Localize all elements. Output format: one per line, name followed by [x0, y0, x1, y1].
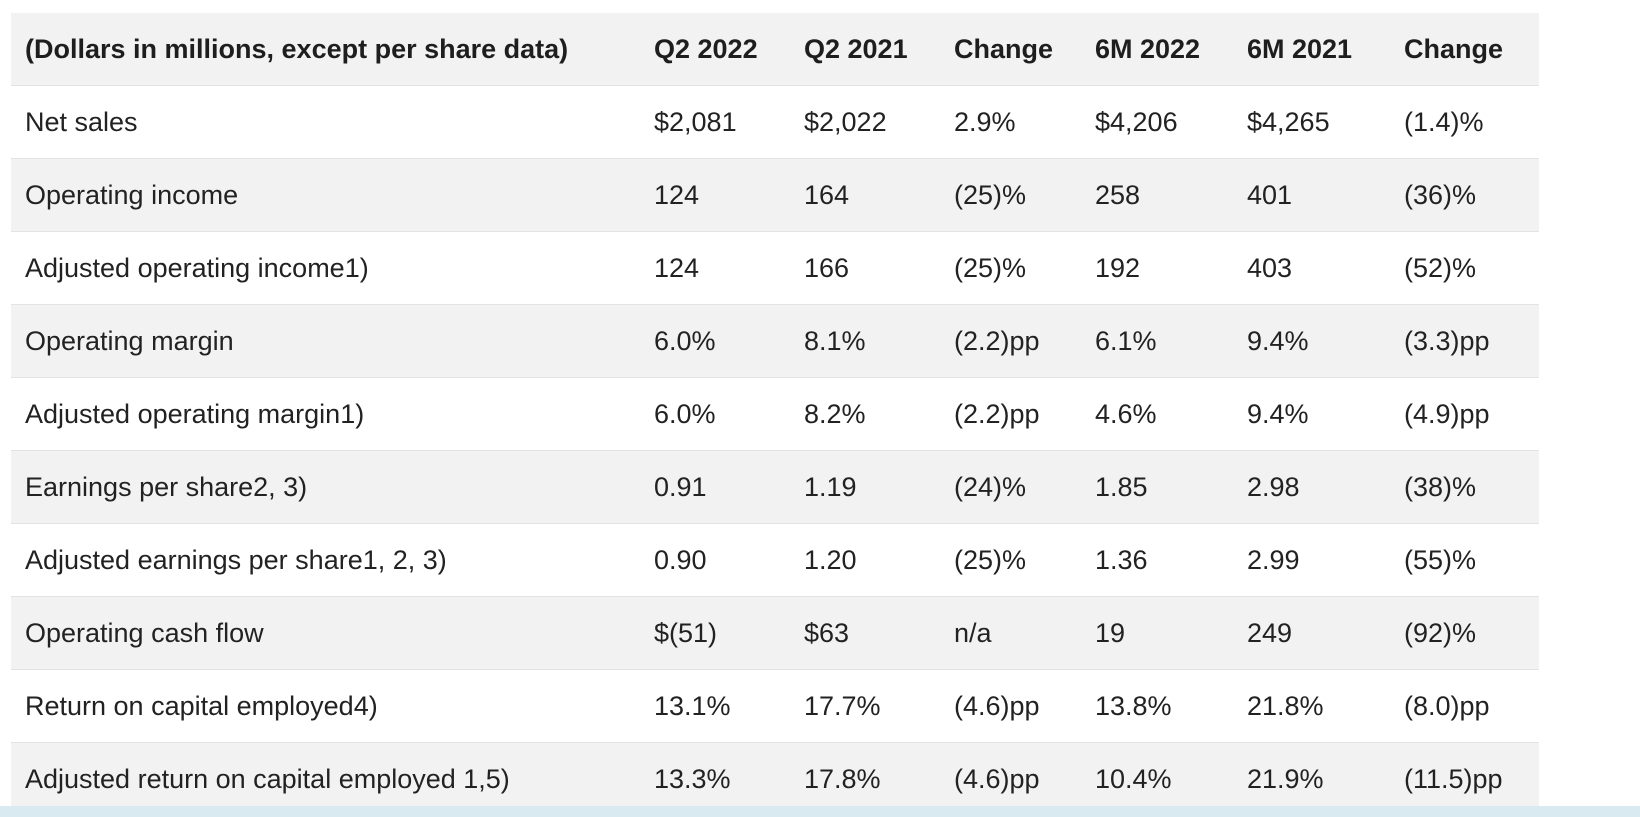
- cell-metric: Earnings per share2, 3): [11, 450, 640, 524]
- table-row: Operating income 124 164 (25)% 258 401 (36)%: [11, 158, 1539, 232]
- header-row: (Dollars in millions, except per share d…: [11, 13, 1539, 86]
- cell-q2-change: (2.2)pp: [940, 304, 1081, 378]
- header-6m-2022: 6M 2022: [1081, 13, 1233, 86]
- cell-q2-change: (24)%: [940, 450, 1081, 524]
- table-row: Adjusted return on capital employed 1,5)…: [11, 742, 1539, 816]
- table-row: Net sales $2,081 $2,022 2.9% $4,206 $4,265 (1.…: [11, 85, 1539, 159]
- header-6m-2021: 6M 2021: [1233, 13, 1390, 86]
- cell-6m-2021: 21.9%: [1233, 742, 1390, 816]
- cell-metric: Operating margin: [11, 304, 640, 378]
- cell-q2-2021: 8.2%: [790, 377, 940, 451]
- cell-6m-change: (8.0)pp: [1390, 669, 1539, 743]
- table-row: Adjusted operating margin1) 6.0% 8.2% (2.2)…: [11, 377, 1539, 451]
- cell-q2-2022: $(51): [640, 596, 790, 670]
- cell-6m-change: (3.3)pp: [1390, 304, 1539, 378]
- cell-6m-2022: 1.85: [1081, 450, 1233, 524]
- cell-6m-2021: 401: [1233, 158, 1390, 232]
- cell-q2-2022: 6.0%: [640, 377, 790, 451]
- cell-q2-2021: $63: [790, 596, 940, 670]
- cell-q2-2022: $2,081: [640, 85, 790, 159]
- cell-metric: Adjusted operating margin1): [11, 377, 640, 451]
- cell-6m-2022: $4,206: [1081, 85, 1233, 159]
- cell-q2-2022: 0.90: [640, 523, 790, 597]
- cell-6m-2021: 403: [1233, 231, 1390, 305]
- cell-6m-2022: 19: [1081, 596, 1233, 670]
- cell-metric: Adjusted earnings per share1, 2, 3): [11, 523, 640, 597]
- cell-q2-2022: 0.91: [640, 450, 790, 524]
- cell-metric: Return on capital employed4): [11, 669, 640, 743]
- cell-6m-change: (38)%: [1390, 450, 1539, 524]
- cell-6m-change: (1.4)%: [1390, 85, 1539, 159]
- cell-q2-change: 2.9%: [940, 85, 1081, 159]
- financial-summary-table: (Dollars in millions, except per share d…: [11, 13, 1539, 816]
- cell-q2-2022: 13.1%: [640, 669, 790, 743]
- cell-6m-2021: 9.4%: [1233, 377, 1390, 451]
- cell-6m-2022: 6.1%: [1081, 304, 1233, 378]
- cell-6m-change: (92)%: [1390, 596, 1539, 670]
- header-q2-2021: Q2 2021: [790, 13, 940, 86]
- cell-6m-2022: 1.36: [1081, 523, 1233, 597]
- cell-q2-2021: 17.8%: [790, 742, 940, 816]
- cell-6m-2021: 9.4%: [1233, 304, 1390, 378]
- cell-6m-2022: 10.4%: [1081, 742, 1233, 816]
- cell-metric: Adjusted return on capital employed 1,5): [11, 742, 640, 816]
- cell-6m-2022: 192: [1081, 231, 1233, 305]
- cell-6m-2022: 4.6%: [1081, 377, 1233, 451]
- cell-q2-2021: 1.19: [790, 450, 940, 524]
- cell-6m-2021: 249: [1233, 596, 1390, 670]
- cell-q2-change: (25)%: [940, 523, 1081, 597]
- cell-q2-2021: 8.1%: [790, 304, 940, 378]
- cell-6m-2021: 21.8%: [1233, 669, 1390, 743]
- cell-6m-2022: 13.8%: [1081, 669, 1233, 743]
- cell-6m-change: (52)%: [1390, 231, 1539, 305]
- cell-q2-2021: $2,022: [790, 85, 940, 159]
- cell-q2-2022: 6.0%: [640, 304, 790, 378]
- cell-q2-change: n/a: [940, 596, 1081, 670]
- cell-q2-change: (2.2)pp: [940, 377, 1081, 451]
- cell-q2-change: (25)%: [940, 231, 1081, 305]
- table-row: Adjusted earnings per share1, 2, 3) 0.90 1…: [11, 523, 1539, 597]
- table-row: Operating margin 6.0% 8.1% (2.2)pp 6.1% 9.4%(…: [11, 304, 1539, 378]
- header-q2-change: Change: [940, 13, 1081, 86]
- cell-6m-change: (55)%: [1390, 523, 1539, 597]
- table-row: Operating cash flow $(51) $63 n/a 19 249 (92)%: [11, 596, 1539, 670]
- table-row: Return on capital employed4) 13.1% 17.7% (4…: [11, 669, 1539, 743]
- cell-6m-2021: 2.98: [1233, 450, 1390, 524]
- header-6m-change: Change: [1390, 13, 1539, 86]
- cell-metric: Adjusted operating income1): [11, 231, 640, 305]
- cell-q2-2022: 124: [640, 158, 790, 232]
- cell-q2-change: (25)%: [940, 158, 1081, 232]
- cell-q2-2021: 164: [790, 158, 940, 232]
- table-row: Earnings per share2, 3) 0.91 1.19 (24)% 1.85…: [11, 450, 1539, 524]
- table-row: Adjusted operating income1) 124 166 (25)% 19…: [11, 231, 1539, 305]
- cell-q2-change: (4.6)pp: [940, 742, 1081, 816]
- cell-q2-2022: 124: [640, 231, 790, 305]
- cell-q2-2021: 1.20: [790, 523, 940, 597]
- header-q2-2022: Q2 2022: [640, 13, 790, 86]
- cell-metric: Net sales: [11, 85, 640, 159]
- cell-q2-2022: 13.3%: [640, 742, 790, 816]
- table-body: Net sales $2,081 $2,022 2.9% $4,206 $4,265 (1.…: [11, 85, 1539, 816]
- cell-6m-change: (36)%: [1390, 158, 1539, 232]
- bottom-scroll-strip: [0, 806, 1640, 817]
- cell-6m-2022: 258: [1081, 158, 1233, 232]
- table-header: (Dollars in millions, except per share d…: [11, 13, 1539, 86]
- cell-6m-2021: $4,265: [1233, 85, 1390, 159]
- cell-metric: Operating income: [11, 158, 640, 232]
- cell-q2-2021: 17.7%: [790, 669, 940, 743]
- cell-6m-change: (11.5)pp: [1390, 742, 1539, 816]
- header-metric: (Dollars in millions, except per share d…: [11, 13, 640, 86]
- cell-q2-change: (4.6)pp: [940, 669, 1081, 743]
- cell-6m-2021: 2.99: [1233, 523, 1390, 597]
- cell-6m-change: (4.9)pp: [1390, 377, 1539, 451]
- cell-q2-2021: 166: [790, 231, 940, 305]
- cell-metric: Operating cash flow: [11, 596, 640, 670]
